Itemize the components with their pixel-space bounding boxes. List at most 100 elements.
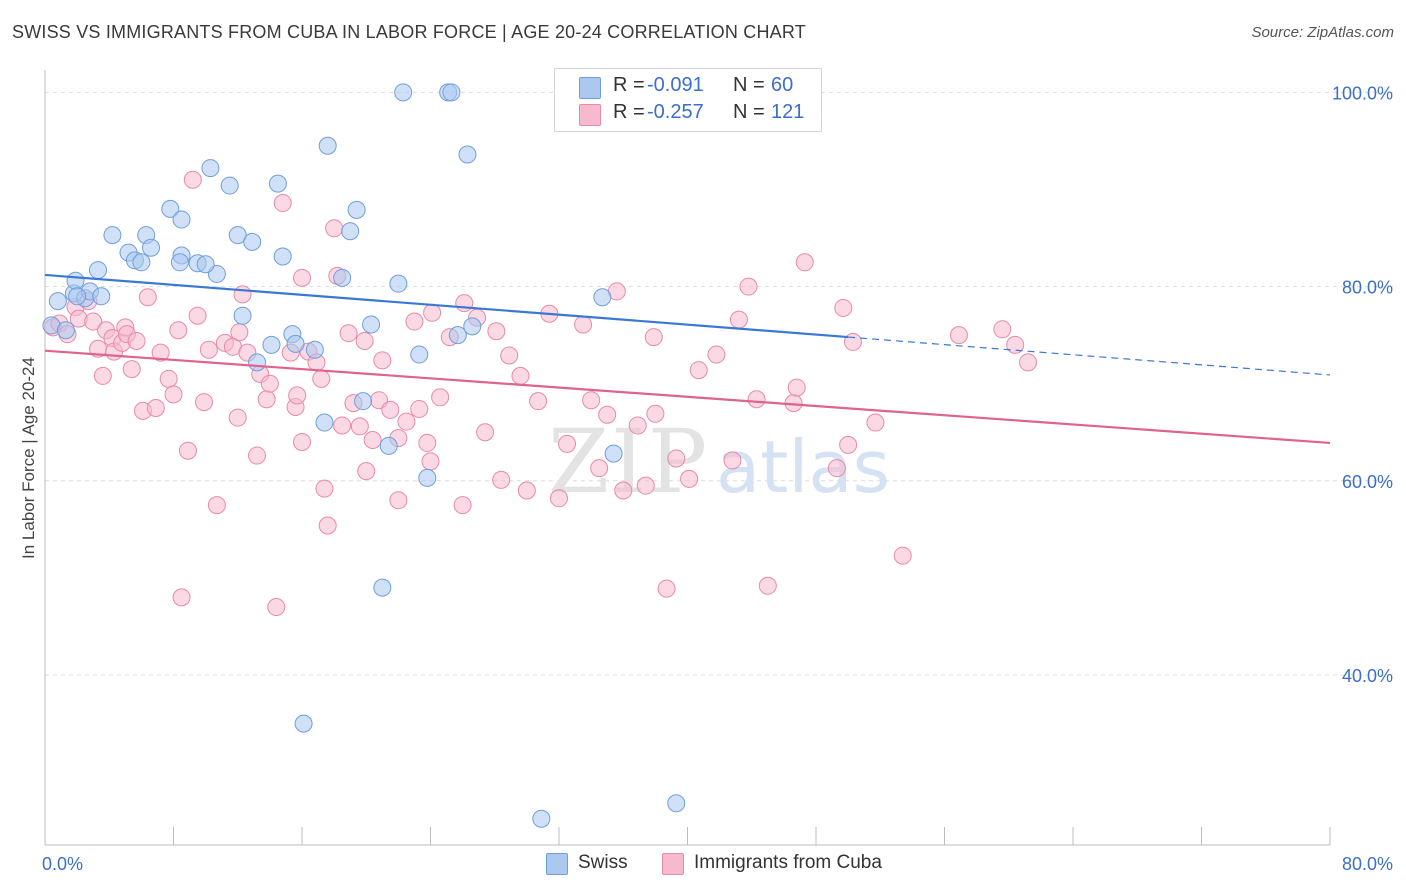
swiss-point xyxy=(318,136,337,155)
cuba-point xyxy=(188,306,207,325)
cuba-point xyxy=(949,326,968,345)
swiss-point xyxy=(248,353,267,372)
legend-n-value: 121 xyxy=(771,101,805,123)
cuba-point xyxy=(381,400,400,419)
cuba-point xyxy=(357,462,376,481)
cuba-point xyxy=(228,408,247,427)
swiss-point xyxy=(92,287,111,306)
cuba-point xyxy=(405,312,424,331)
swiss-point xyxy=(410,345,429,364)
legend-n-label: N = xyxy=(733,74,765,96)
legend-r-value: -0.257 xyxy=(647,101,704,123)
cuba-point xyxy=(230,323,249,342)
swiss-point xyxy=(196,255,215,274)
cuba-point xyxy=(122,360,141,379)
cuba-point xyxy=(455,294,474,313)
cuba-point xyxy=(257,390,276,409)
cuba-point xyxy=(389,491,408,510)
cuba-point xyxy=(500,346,519,365)
swiss-point xyxy=(56,321,75,340)
swiss-point xyxy=(161,199,180,218)
cuba-point xyxy=(657,579,676,598)
cuba-point xyxy=(667,449,686,468)
swiss-point xyxy=(132,253,151,272)
correlation-legend: R = -0.091 N = 60 R = -0.257 N = 121 xyxy=(554,68,822,132)
cuba-point xyxy=(267,598,286,617)
y-axis-label: In Labor Force | Age 20-24 xyxy=(19,357,38,559)
cuba-point xyxy=(795,253,814,272)
cuba-point xyxy=(550,489,568,508)
cuba-point xyxy=(84,312,103,331)
y-tick-label: 40.0% xyxy=(1342,666,1393,686)
cuba-point xyxy=(315,479,334,498)
y-tick-label: 100.0% xyxy=(1332,83,1393,103)
cuba-point xyxy=(628,416,647,435)
cuba-point xyxy=(511,366,530,385)
bottom-legend-label: Swiss xyxy=(578,852,628,873)
cuba-point xyxy=(827,459,846,478)
cuba-point xyxy=(159,369,178,388)
cuba-point xyxy=(558,434,577,453)
legend-n-label: N = xyxy=(733,101,765,123)
cuba-point xyxy=(325,219,344,238)
swiss-point xyxy=(273,247,292,266)
cuba-point xyxy=(723,451,742,470)
cuba-point xyxy=(590,459,609,478)
swiss-point xyxy=(463,317,482,336)
swiss-point xyxy=(379,436,398,455)
cuba-point xyxy=(355,331,374,350)
swiss-point xyxy=(172,210,191,229)
watermark-atlas: atlas xyxy=(716,425,890,509)
cuba-point xyxy=(487,322,506,341)
swiss-point xyxy=(286,334,305,353)
cuba-point xyxy=(172,588,191,607)
cuba-point xyxy=(260,374,279,393)
swiss-point xyxy=(201,159,220,178)
cuba-point xyxy=(138,288,157,307)
cuba-point xyxy=(993,320,1012,339)
cuba-swatch-icon xyxy=(579,104,601,126)
cuba-point xyxy=(839,435,858,454)
cuba-point xyxy=(93,366,112,385)
cuba-point xyxy=(350,417,369,436)
cuba-point xyxy=(739,277,758,296)
cuba-point xyxy=(758,576,777,595)
cuba-point xyxy=(476,423,495,442)
chart-title: SWISS VS IMMIGRANTS FROM CUBA IN LABOR F… xyxy=(12,22,806,42)
swiss-point xyxy=(48,292,67,311)
cuba-point xyxy=(178,441,197,460)
cuba-point xyxy=(151,343,170,362)
swiss-point xyxy=(228,226,247,245)
cuba-point xyxy=(164,385,183,404)
cuba-point xyxy=(288,386,307,405)
x-tick-label: 0.0% xyxy=(42,854,83,874)
cuba-point xyxy=(273,194,292,213)
tick-labels: 100.0% 80.0% 60.0% 40.0% 0.0% 80.0% xyxy=(42,83,1393,874)
cuba-point xyxy=(293,432,311,451)
swiss-point xyxy=(262,335,281,354)
swiss-point xyxy=(103,226,122,245)
cuba-legend-icon xyxy=(662,853,684,875)
swiss-point xyxy=(373,578,392,597)
cuba-point xyxy=(169,321,188,340)
swiss-legend-icon xyxy=(546,853,568,875)
swiss-point xyxy=(347,200,366,219)
swiss-point xyxy=(448,326,467,345)
cuba-point xyxy=(1006,335,1025,354)
legend-r-value: -0.091 xyxy=(647,74,704,96)
cuba-point xyxy=(293,268,311,287)
swiss-point xyxy=(458,145,477,164)
swiss-point xyxy=(362,315,381,334)
swiss-point xyxy=(233,306,252,325)
swiss-point xyxy=(442,83,461,102)
swiss-point xyxy=(667,794,686,813)
cuba-point xyxy=(729,310,748,329)
swiss-point xyxy=(294,714,313,733)
swiss-point xyxy=(604,444,623,463)
cuba-point xyxy=(747,390,766,409)
cuba-point xyxy=(453,496,472,515)
swiss-point xyxy=(315,413,334,432)
cuba-point xyxy=(183,170,202,189)
cuba-point xyxy=(680,469,699,488)
